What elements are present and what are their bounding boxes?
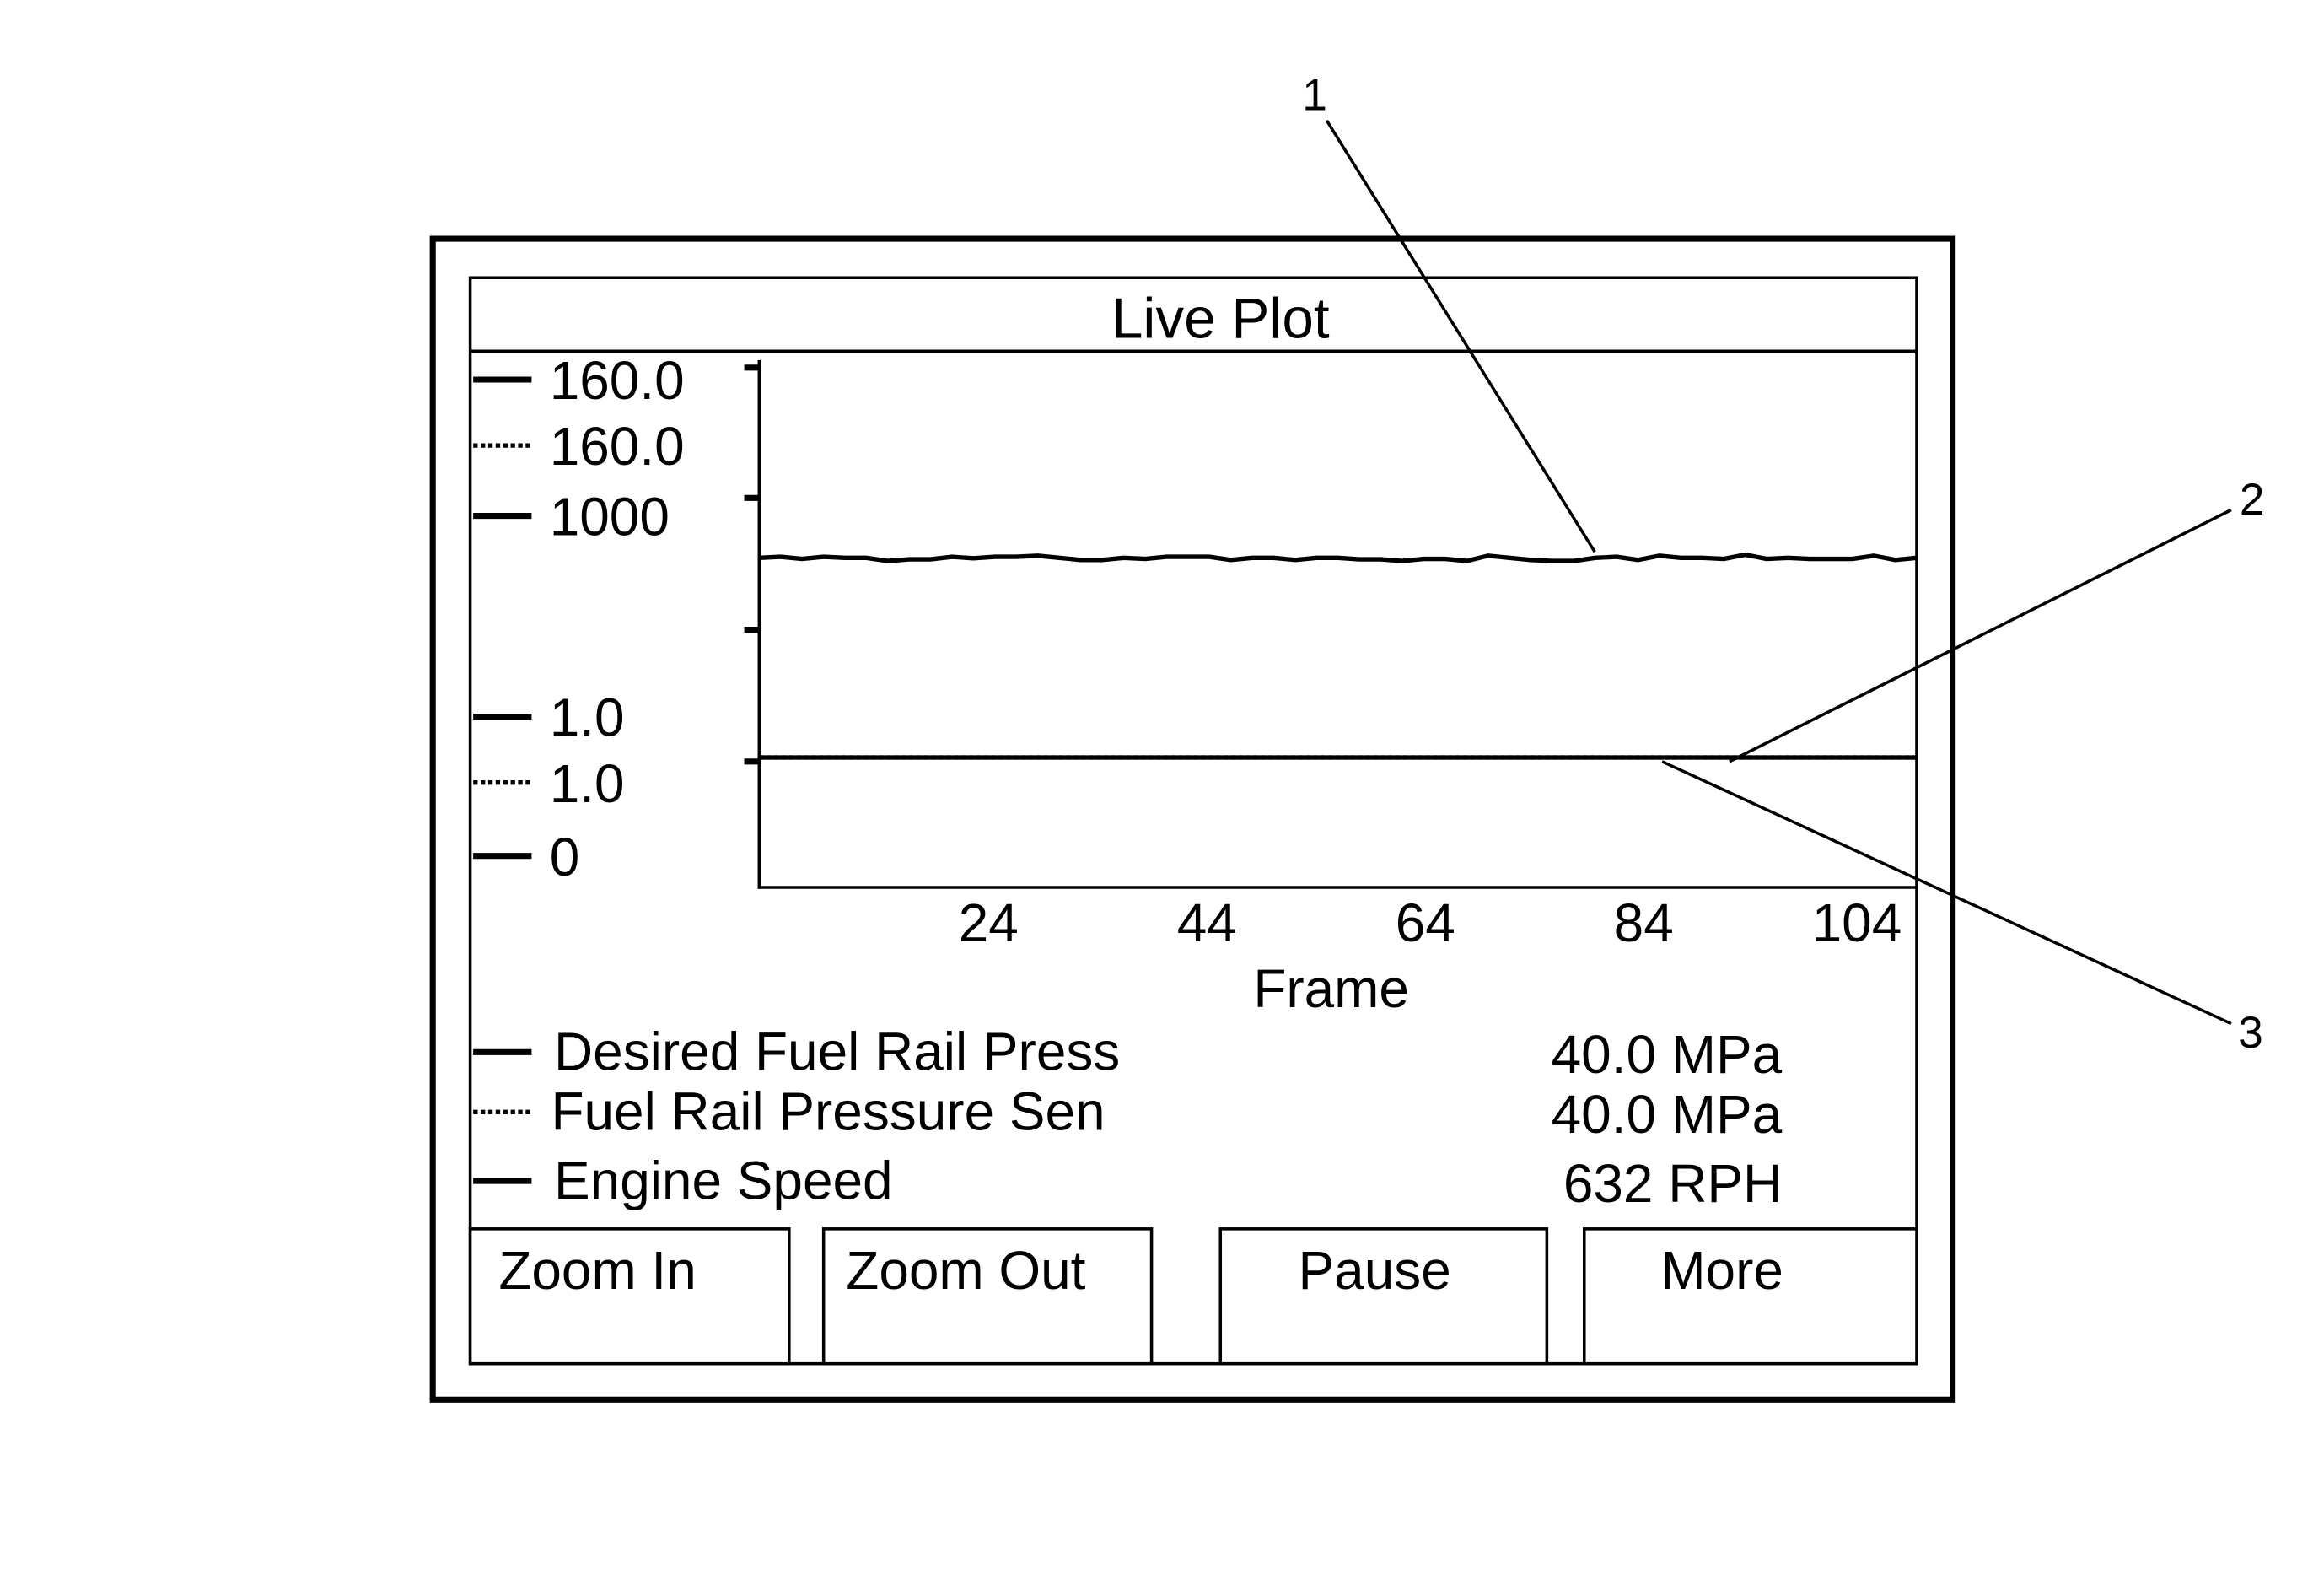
callout-1-leader [1325, 119, 1596, 553]
callout-2-leader [1729, 508, 2232, 763]
axis-scale-label: 160.0 [550, 416, 685, 477]
legend-value: 40.0 MPa [1552, 1084, 1783, 1145]
device-frame [429, 235, 1956, 1403]
zoom-in-label: Zoom In [498, 1240, 696, 1301]
axis-scale-label: 160.0 [550, 350, 685, 411]
more-button[interactable]: More [1582, 1227, 1918, 1366]
x-tick-label: 44 [1177, 892, 1237, 953]
more-label: More [1660, 1240, 1783, 1301]
legend-value: 40.0 MPa [1552, 1024, 1783, 1085]
legend-name: Engine Speed [554, 1150, 893, 1210]
x-tick-label: 24 [959, 892, 1019, 953]
x-tick-label: 84 [1614, 892, 1674, 953]
axis-scale-label: 1000 [550, 487, 670, 547]
x-tick-label: 64 [1396, 892, 1455, 953]
x-axis-label: Frame [1253, 958, 1409, 1019]
window-title: Live Plot [1111, 287, 1330, 350]
legend-name: Desired Fuel Rail Press [554, 1021, 1120, 1082]
legend-name: Fuel Rail Pressure Sen [551, 1081, 1105, 1142]
callout-3: 3 [2238, 1008, 2263, 1058]
axis-scale-label: 0 [550, 827, 580, 887]
zoom-out-button[interactable]: Zoom Out [821, 1227, 1154, 1366]
series-line-engine-speed [759, 552, 1918, 563]
axis-scale-label: 1.0 [550, 753, 625, 814]
callout-3-leader [1661, 760, 2232, 1026]
legend-row: Engine Speed 632 RPH [473, 1150, 1782, 1214]
legend-row: Fuel Rail Pressure Sen 40.0 MPa [473, 1081, 1783, 1145]
screen-frame [468, 276, 1918, 1366]
axis-scale-label: 1.0 [550, 687, 625, 748]
callout-1: 1 [1302, 70, 1327, 120]
zoom-in-button[interactable]: Zoom In [468, 1227, 791, 1366]
x-tick-label: 104 [1812, 892, 1902, 953]
callout-2: 2 [2240, 475, 2265, 525]
legend-row: Desired Fuel Rail Press 40.0 MPa [473, 1021, 1783, 1085]
pause-button[interactable]: Pause [1218, 1227, 1549, 1366]
legend-value: 632 RPH [1563, 1153, 1782, 1214]
zoom-out-label: Zoom Out [846, 1240, 1085, 1301]
pause-label: Pause [1299, 1240, 1451, 1301]
